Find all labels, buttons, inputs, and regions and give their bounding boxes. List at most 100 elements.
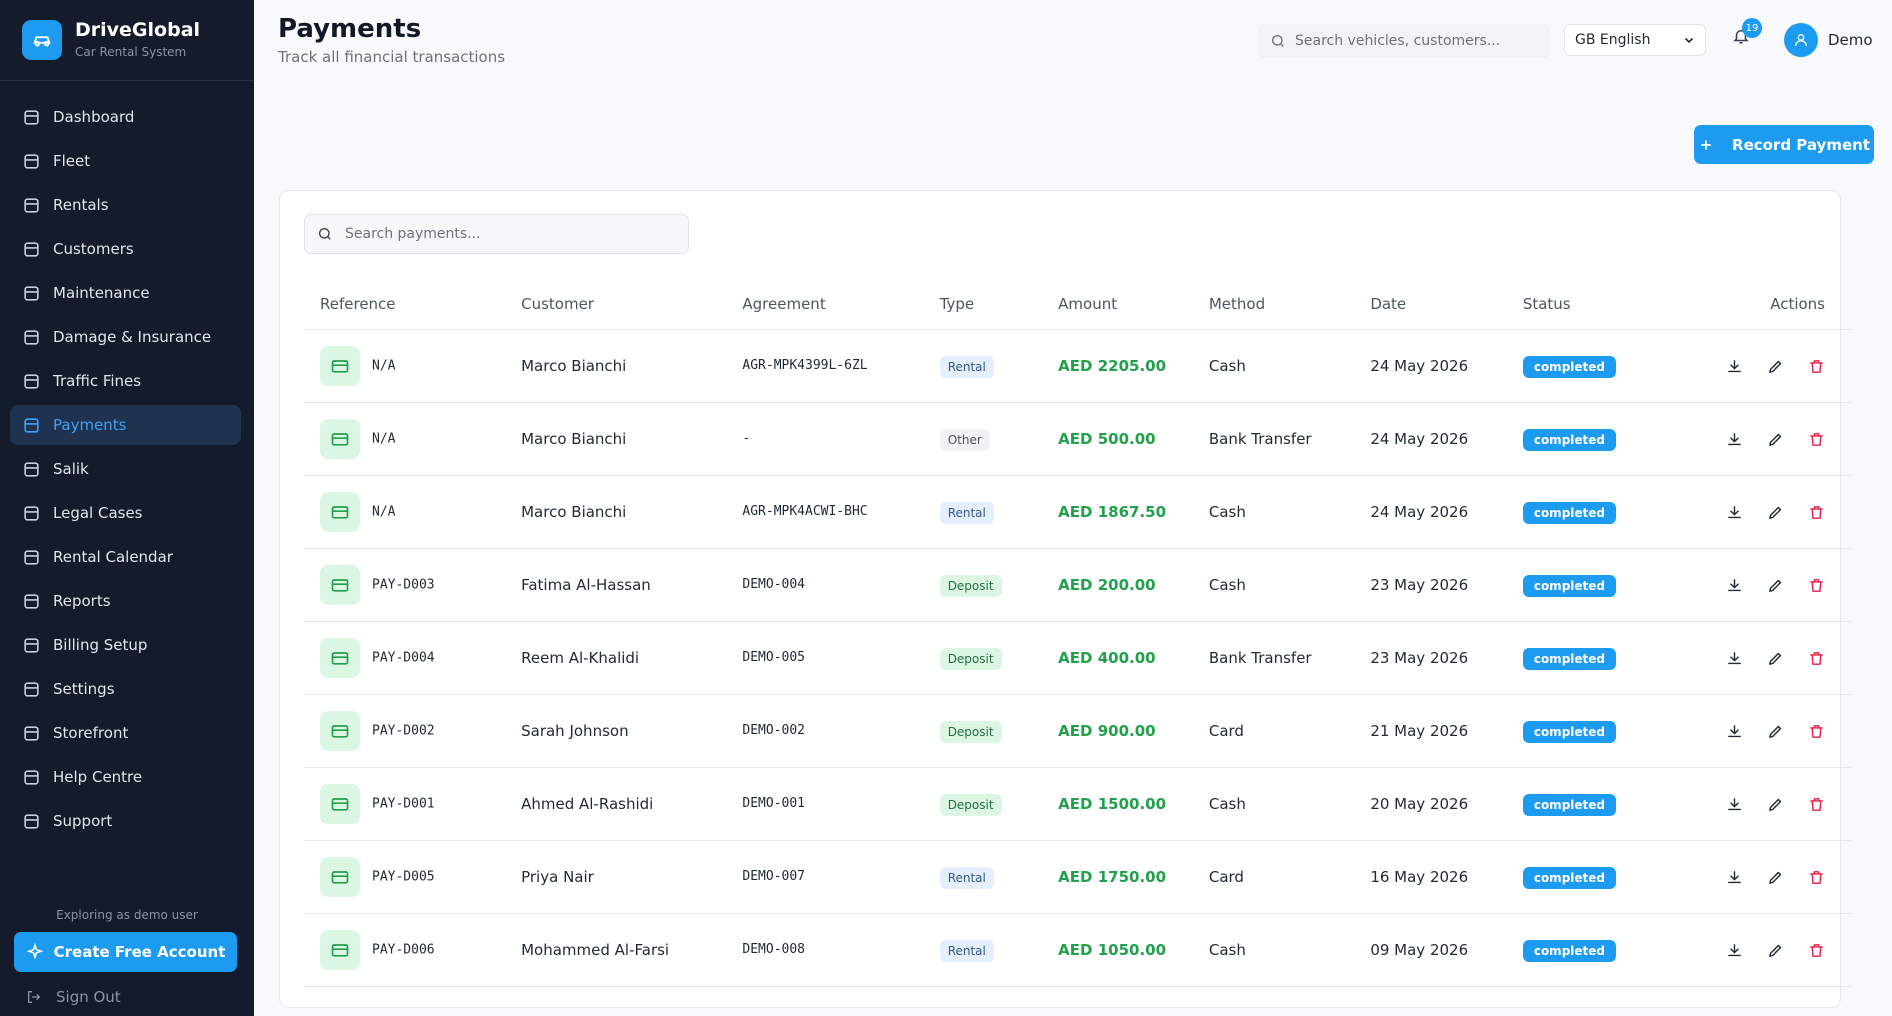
agreement: DEMO-001 — [726, 767, 924, 841]
delete[interactable] — [1808, 942, 1825, 959]
download[interactable] — [1726, 577, 1743, 594]
main: Payments Track all financial transaction… — [254, 0, 1892, 1016]
column-header: Date — [1354, 279, 1507, 330]
method: Bank Transfer — [1192, 621, 1355, 695]
delete[interactable] — [1808, 431, 1825, 448]
global-search[interactable]: Search vehicles, customers... — [1258, 24, 1550, 58]
cta-label: Create Free Account — [53, 943, 226, 961]
status-cell: completed — [1506, 767, 1686, 841]
actions — [1685, 548, 1851, 622]
edit[interactable] — [1767, 431, 1784, 448]
date: 24 May 2026 — [1354, 475, 1507, 549]
amount: AED 1750.00 — [1042, 840, 1193, 914]
nav-item[interactable]: Traffic Fines — [10, 361, 241, 401]
method: Card — [1192, 694, 1355, 768]
nav-label: Traffic Fines — [53, 372, 142, 390]
method: Cash — [1192, 329, 1355, 403]
status-badge: completed — [1522, 939, 1616, 962]
language-select[interactable]: GB English — [1564, 24, 1706, 56]
delete[interactable] — [1808, 869, 1825, 886]
amount: AED 1867.50 — [1042, 475, 1193, 549]
nav-item[interactable]: Settings — [10, 669, 241, 709]
method: Card — [1192, 840, 1355, 914]
customer: Marco Bianchi — [505, 329, 727, 403]
reference: PAY-D001 — [372, 796, 435, 811]
edit[interactable] — [1767, 650, 1784, 667]
reference-cell: N/A — [304, 475, 506, 549]
type-badge: Deposit — [939, 574, 1002, 597]
status-badge: completed — [1522, 866, 1616, 889]
date: 23 May 2026 — [1354, 621, 1507, 695]
payment-icon — [320, 929, 360, 970]
create-account-button[interactable]: Create Free Account — [14, 932, 237, 972]
nav-item[interactable]: Dashboard — [10, 97, 241, 137]
column-header: Actions — [1685, 279, 1851, 330]
sign-out[interactable]: Sign Out — [26, 988, 121, 1006]
nav-label: Payments — [53, 416, 127, 434]
status-cell: completed — [1506, 840, 1686, 914]
edit[interactable] — [1767, 577, 1784, 594]
nav-item[interactable]: Salik — [10, 449, 241, 489]
nav-item[interactable]: Support — [10, 801, 241, 841]
payments-card: Search payments... Reference Customer Agre… — [279, 190, 1851, 1008]
payment-row: PAY-D002 Sarah Johnson DEMO-002 Deposit AED … — [304, 694, 1851, 768]
download[interactable] — [1726, 869, 1743, 886]
customer: Ahmed Al-Rashidi — [505, 767, 727, 841]
nav-item[interactable]: Customers — [10, 229, 241, 269]
edit[interactable] — [1767, 869, 1784, 886]
download[interactable] — [1726, 942, 1743, 959]
reference-cell: PAY-D004 — [304, 621, 506, 695]
agreement: AGR-MPK4399L-6ZL — [726, 329, 924, 403]
logo — [22, 19, 62, 60]
nav-item[interactable]: Billing Setup — [10, 625, 241, 665]
type-badge: Rental — [939, 866, 994, 889]
delete[interactable] — [1808, 504, 1825, 521]
nav-item[interactable]: Rental Calendar — [10, 537, 241, 577]
amount: AED 2205.00 — [1042, 329, 1193, 403]
type-cell: Deposit — [923, 694, 1043, 768]
nav-item[interactable]: Storefront — [10, 713, 241, 753]
nav-item[interactable]: Fleet — [10, 141, 241, 181]
edit[interactable] — [1767, 942, 1784, 959]
nav-label: Rental Calendar — [53, 548, 173, 566]
status-cell: completed — [1506, 402, 1686, 476]
nav-item[interactable]: Maintenance — [10, 273, 241, 313]
nav-item[interactable]: Legal Cases — [10, 493, 241, 533]
page-title: Payments — [278, 14, 422, 44]
download[interactable] — [1726, 504, 1743, 521]
user-menu[interactable]: Demo — [1784, 23, 1873, 57]
type-badge: Deposit — [939, 720, 1002, 743]
delete[interactable] — [1808, 796, 1825, 813]
download[interactable] — [1726, 723, 1743, 740]
edit[interactable] — [1767, 358, 1784, 375]
nav-item[interactable]: Rentals — [10, 185, 241, 225]
download[interactable] — [1726, 431, 1743, 448]
edit[interactable] — [1767, 723, 1784, 740]
reference: N/A — [372, 431, 396, 446]
record-payment-button[interactable]: Record Payment — [1694, 125, 1874, 164]
download[interactable] — [1726, 650, 1743, 667]
status-cell: completed — [1506, 329, 1686, 403]
nav-item[interactable]: Damage & Insurance — [10, 317, 241, 357]
delete[interactable] — [1808, 358, 1825, 375]
record-label: Record Payment — [1732, 135, 1870, 154]
method: Cash — [1192, 475, 1355, 549]
nav-item[interactable]: Payments — [10, 405, 241, 445]
nav-item[interactable]: Help Centre — [10, 757, 241, 797]
date: 24 May 2026 — [1354, 402, 1507, 476]
reference-cell: PAY-D001 — [304, 767, 506, 841]
actions — [1685, 840, 1851, 914]
delete[interactable] — [1808, 723, 1825, 740]
edit[interactable] — [1767, 504, 1784, 521]
edit[interactable] — [1767, 796, 1784, 813]
sidebar: DriveGlobal Car Rental System Dashboard Fl… — [0, 0, 254, 1016]
download[interactable] — [1726, 796, 1743, 813]
payment-search[interactable]: Search payments... — [304, 214, 689, 254]
delete[interactable] — [1808, 577, 1825, 594]
delete[interactable] — [1808, 650, 1825, 667]
column-header: Reference — [304, 279, 506, 330]
download[interactable] — [1726, 358, 1743, 375]
nav-item[interactable]: Reports — [10, 581, 241, 621]
type-badge: Rental — [939, 501, 994, 524]
payment-row: PAY-D003 Fatima Al-Hassan DEMO-004 Deposit A… — [304, 548, 1851, 622]
